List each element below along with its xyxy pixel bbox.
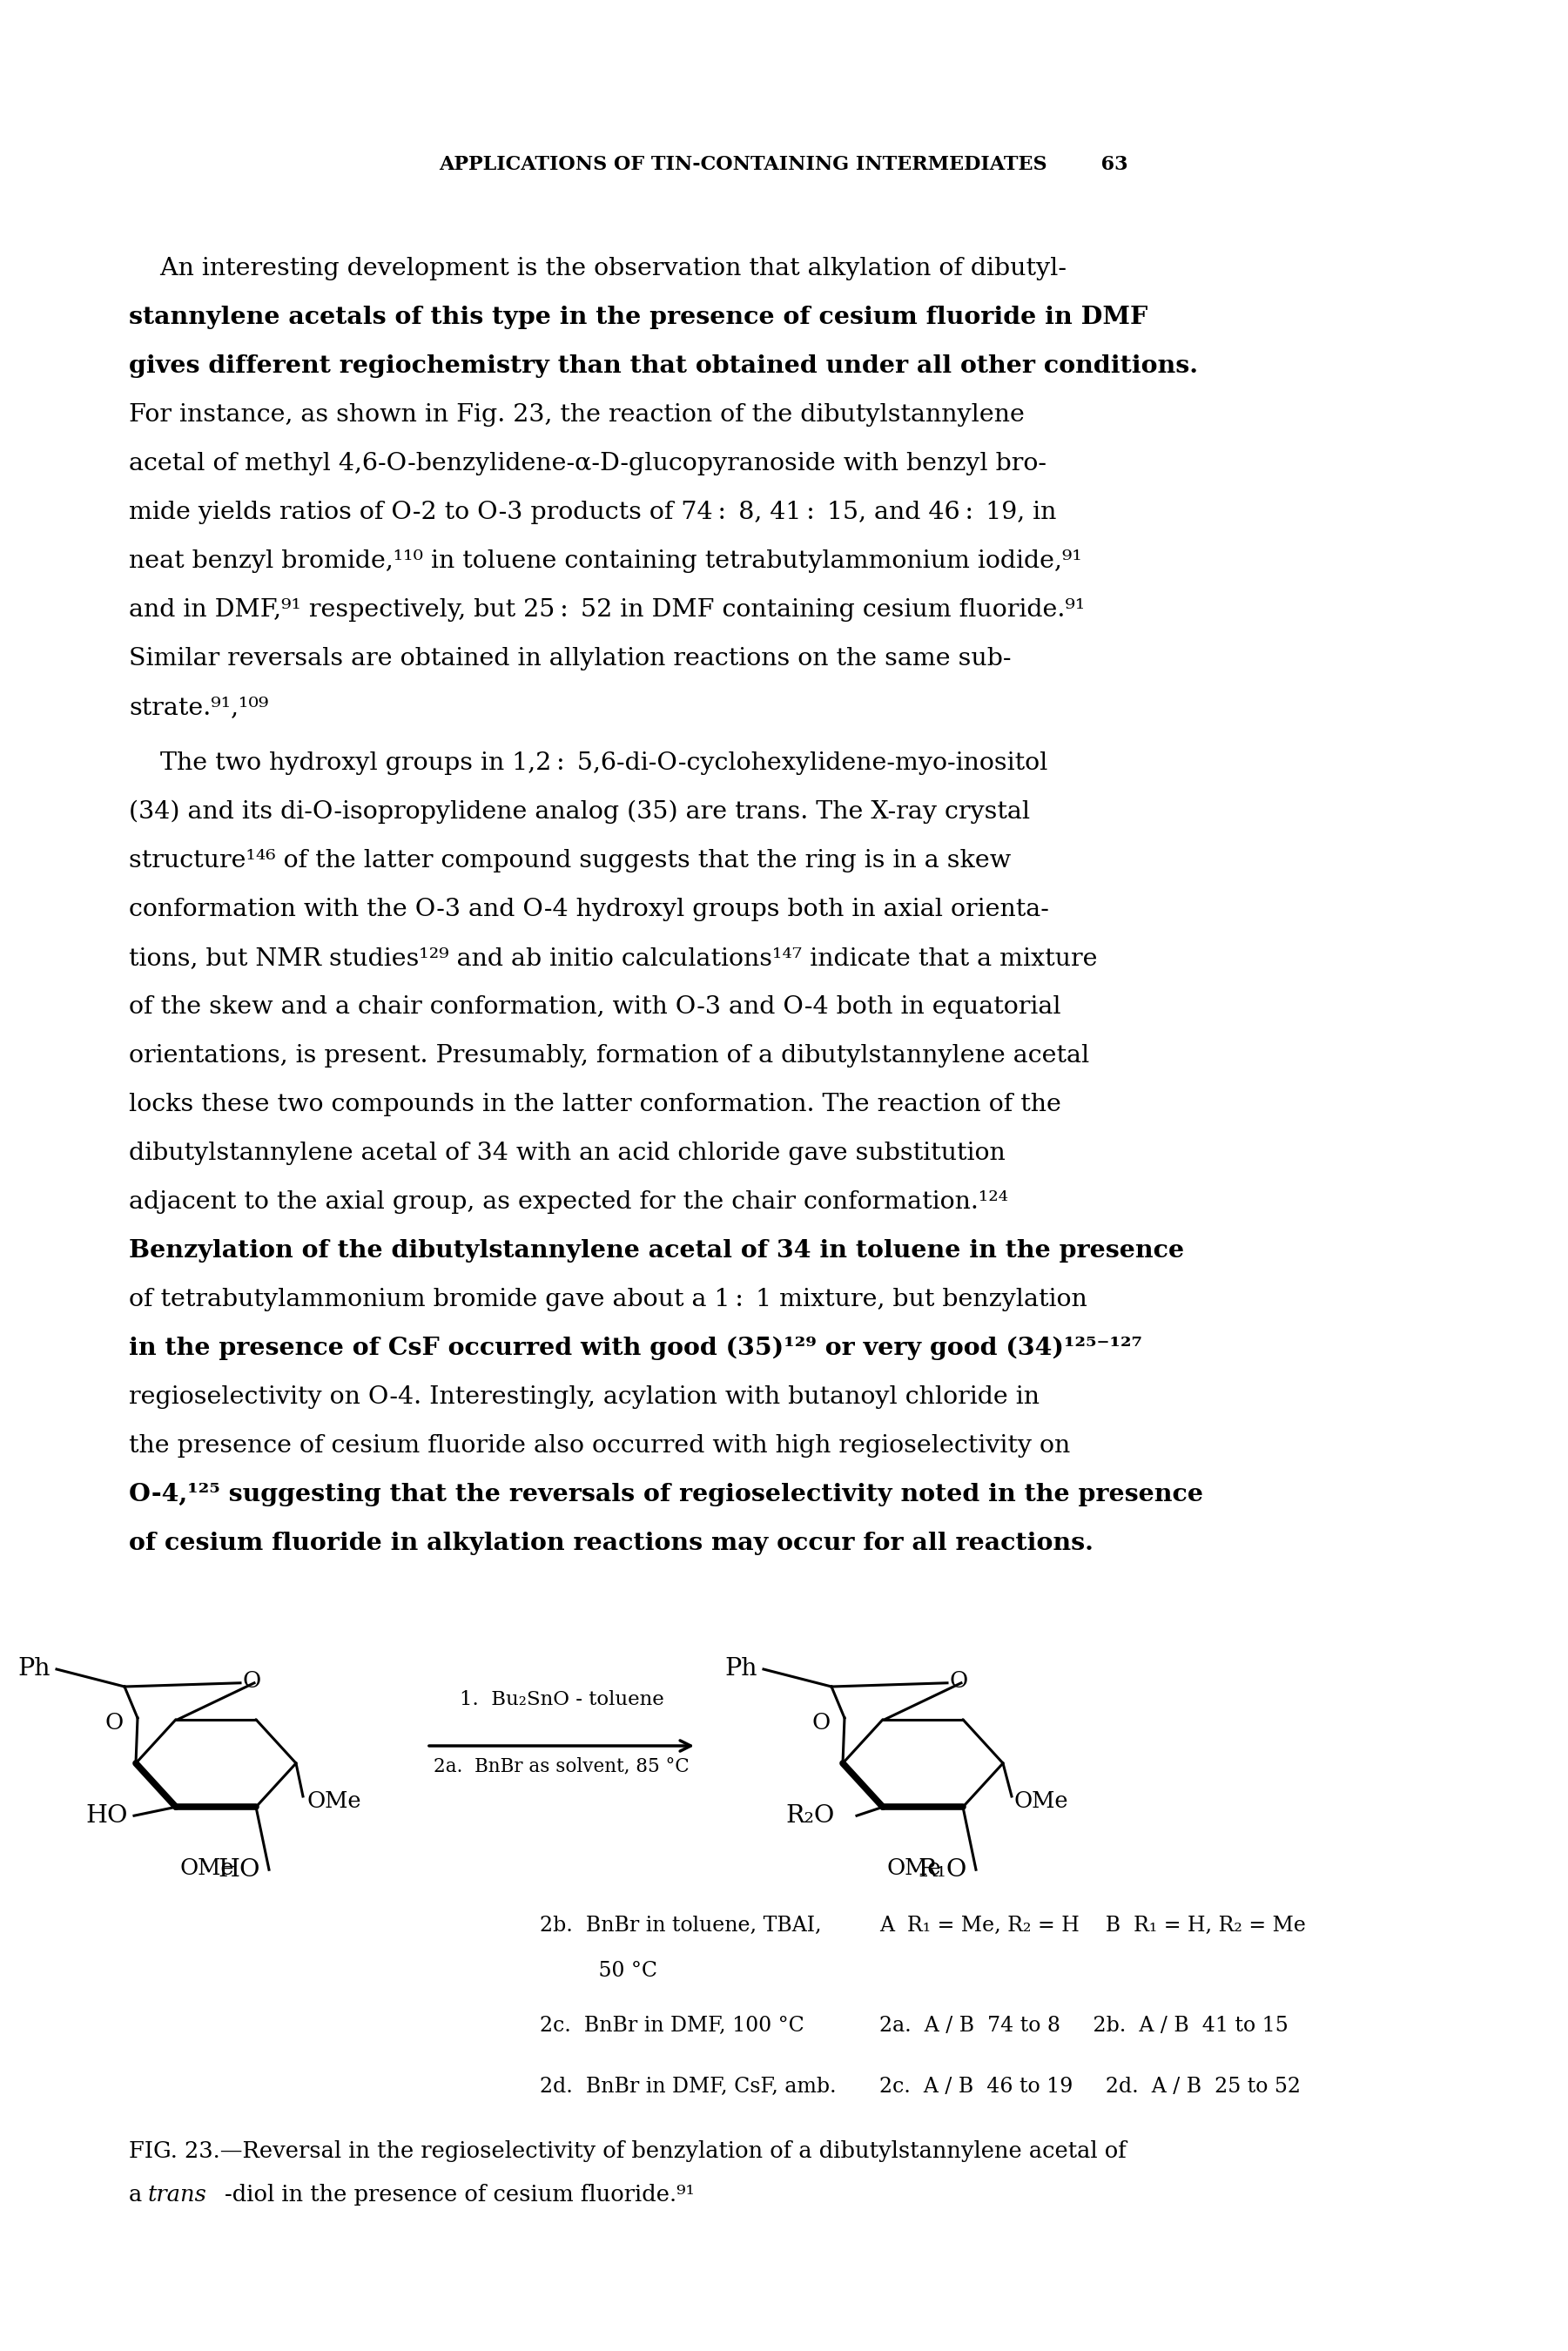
Text: 2c.  A / B  46 to 19     2d.  A / B  25 to 52: 2c. A / B 46 to 19 2d. A / B 25 to 52 — [880, 2076, 1301, 2097]
Text: R₂O: R₂O — [786, 1803, 834, 1827]
Text: locks these two compounds in the latter conformation. The reaction of the: locks these two compounds in the latter … — [129, 1093, 1062, 1117]
Text: Ph: Ph — [17, 1657, 50, 1681]
Text: An interesting development is the observation that alkylation of dibutyl-: An interesting development is the observ… — [129, 256, 1066, 280]
Text: The two hydroxyl groups in 1,2 : 5,6-di-O-cyclohexylidene-myo-inositol: The two hydroxyl groups in 1,2 : 5,6-di-… — [129, 752, 1047, 776]
Text: regioselectivity on O-4. Interestingly, acylation with butanoyl chloride in: regioselectivity on O-4. Interestingly, … — [129, 1385, 1040, 1408]
Text: 50 °C: 50 °C — [539, 1961, 657, 1982]
Text: 2a.  A / B  74 to 8     2b.  A / B  41 to 15: 2a. A / B 74 to 8 2b. A / B 41 to 15 — [880, 2015, 1289, 2036]
Text: -diol in the presence of cesium fluoride.⁹¹: -diol in the presence of cesium fluoride… — [224, 2184, 695, 2205]
Text: orientations, is present. Presumably, formation of a dibutylstannylene acetal: orientations, is present. Presumably, fo… — [129, 1044, 1090, 1067]
Text: HO: HO — [218, 1857, 260, 1881]
Text: 2c.  BnBr in DMF, 100 °C: 2c. BnBr in DMF, 100 °C — [539, 2015, 804, 2036]
Text: OMe: OMe — [180, 1857, 235, 1878]
Text: FIG. 23.—Reversal in the regioselectivity of benzylation of a dibutylstannylene : FIG. 23.—Reversal in the regioselectivit… — [129, 2139, 1126, 2163]
Text: conformation with the O-3 and O-4 hydroxyl groups both in axial orienta-: conformation with the O-3 and O-4 hydrox… — [129, 898, 1049, 922]
Text: O: O — [949, 1669, 967, 1693]
Text: 2a.  BnBr as solvent, 85 °C: 2a. BnBr as solvent, 85 °C — [434, 1756, 690, 1775]
Text: neat benzyl bromide,¹¹⁰ in toluene containing tetrabutylammonium iodide,⁹¹: neat benzyl bromide,¹¹⁰ in toluene conta… — [129, 550, 1082, 574]
Text: O: O — [812, 1712, 831, 1733]
Text: stannylene acetals of this type in the presence of cesium fluoride in DMF: stannylene acetals of this type in the p… — [129, 306, 1148, 329]
Text: A  R₁ = Me, R₂ = H    B  R₁ = H, R₂ = Me: A R₁ = Me, R₂ = H B R₁ = H, R₂ = Me — [880, 1916, 1306, 1935]
Text: OMe: OMe — [306, 1789, 361, 1813]
Text: dibutylstannylene acetal of 34 with an acid chloride gave substitution: dibutylstannylene acetal of 34 with an a… — [129, 1143, 1005, 1166]
Text: 1.  Bu₂SnO - toluene: 1. Bu₂SnO - toluene — [459, 1690, 663, 1709]
Text: of tetrabutylammonium bromide gave about a 1 : 1 mixture, but benzylation: of tetrabutylammonium bromide gave about… — [129, 1288, 1087, 1312]
Text: OMe: OMe — [1013, 1789, 1068, 1813]
Text: the presence of cesium fluoride also occurred with high regioselectivity on: the presence of cesium fluoride also occ… — [129, 1434, 1071, 1458]
Text: and in DMF,⁹¹ respectively, but 25 : 52 in DMF containing cesium fluoride.⁹¹: and in DMF,⁹¹ respectively, but 25 : 52 … — [129, 597, 1085, 621]
Text: OMe: OMe — [887, 1857, 941, 1878]
Text: APPLICATIONS OF TIN-CONTAINING INTERMEDIATES        63: APPLICATIONS OF TIN-CONTAINING INTERMEDI… — [439, 155, 1127, 174]
Text: mide yields ratios of O-2 to O-3 products of 74 : 8, 41 : 15, and 46 : 19, in: mide yields ratios of O-2 to O-3 product… — [129, 501, 1057, 524]
Text: Ph: Ph — [724, 1657, 757, 1681]
Text: strate.⁹¹,¹⁰⁹: strate.⁹¹,¹⁰⁹ — [129, 696, 268, 719]
Text: tions, but NMR studies¹²⁹ and ab initio calculations¹⁴⁷ indicate that a mixture: tions, but NMR studies¹²⁹ and ab initio … — [129, 947, 1098, 971]
Text: 2d.  BnBr in DMF, CsF, amb.: 2d. BnBr in DMF, CsF, amb. — [539, 2076, 836, 2097]
Text: O-4,¹²⁵ suggesting that the reversals of regioselectivity noted in the presence: O-4,¹²⁵ suggesting that the reversals of… — [129, 1483, 1203, 1507]
Text: R₁O: R₁O — [919, 1857, 967, 1881]
Text: in the presence of CsF occurred with good (35)¹²⁹ or very good (34)¹²⁵⁻¹²⁷: in the presence of CsF occurred with goo… — [129, 1338, 1142, 1361]
Text: O: O — [241, 1669, 260, 1693]
Text: 2b.  BnBr in toluene, TBAI,: 2b. BnBr in toluene, TBAI, — [539, 1916, 822, 1935]
Text: acetal of methyl 4,6-O-benzylidene-α-D-glucopyranoside with benzyl bro-: acetal of methyl 4,6-O-benzylidene-α-D-g… — [129, 451, 1046, 475]
Text: O: O — [105, 1712, 124, 1733]
Text: HO: HO — [86, 1803, 129, 1827]
Text: gives different regiochemistry than that obtained under all other conditions.: gives different regiochemistry than that… — [129, 355, 1198, 379]
Text: Similar reversals are obtained in allylation reactions on the same sub-: Similar reversals are obtained in allyla… — [129, 647, 1011, 670]
Text: of the skew and a chair conformation, with O-3 and O-4 both in equatorial: of the skew and a chair conformation, wi… — [129, 994, 1062, 1018]
Text: of cesium fluoride in alkylation reactions may occur for all reactions.: of cesium fluoride in alkylation reactio… — [129, 1531, 1093, 1554]
Text: trans: trans — [147, 2184, 207, 2205]
Text: (34) and its di-O-isopropylidene analog (35) are trans. The X-ray crystal: (34) and its di-O-isopropylidene analog … — [129, 799, 1030, 825]
Text: adjacent to the axial group, as expected for the chair conformation.¹²⁴: adjacent to the axial group, as expected… — [129, 1190, 1008, 1213]
Text: For instance, as shown in Fig. 23, the reaction of the dibutylstannylene: For instance, as shown in Fig. 23, the r… — [129, 402, 1024, 426]
Text: structure¹⁴⁶ of the latter compound suggests that the ring is in a skew: structure¹⁴⁶ of the latter compound sugg… — [129, 849, 1011, 872]
Text: Benzylation of the dibutylstannylene acetal of 34 in toluene in the presence: Benzylation of the dibutylstannylene ace… — [129, 1239, 1184, 1262]
Text: a: a — [129, 2184, 149, 2205]
